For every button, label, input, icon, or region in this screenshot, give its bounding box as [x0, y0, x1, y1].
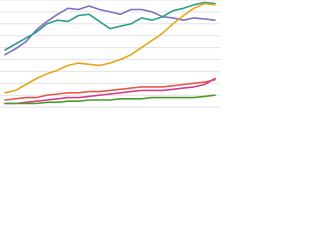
series-line [4, 5, 216, 56]
page: {"chart_data": {"type": "line", "ylim": … [0, 0, 220, 119]
series-line [4, 2, 216, 94]
chart [0, 0, 220, 108]
series-line [4, 77, 216, 105]
series-line [4, 1, 216, 51]
series-line [4, 78, 216, 101]
series-line [4, 94, 216, 105]
